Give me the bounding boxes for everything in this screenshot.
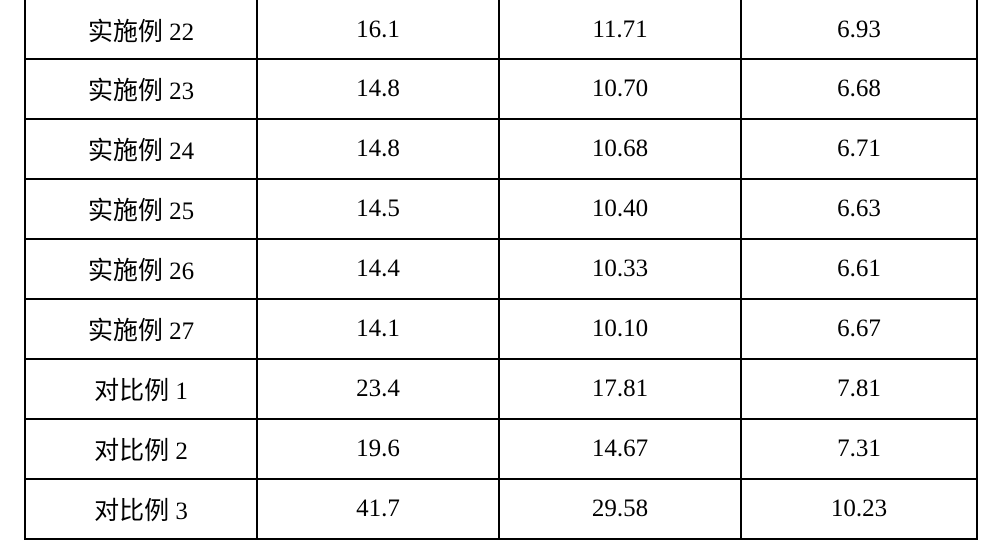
- table-row: 实施例 23 14.8 10.70 6.68: [25, 59, 977, 119]
- cell-val2: 29.58: [499, 479, 741, 539]
- cell-val1: 14.1: [257, 299, 499, 359]
- cell-val2: 10.68: [499, 119, 741, 179]
- cell-label: 实施例 25: [25, 179, 257, 239]
- table-row: 对比例 2 19.6 14.67 7.31: [25, 419, 977, 479]
- cell-val2: 17.81: [499, 359, 741, 419]
- cell-val3: 6.63: [741, 179, 977, 239]
- table-row: 实施例 27 14.1 10.10 6.67: [25, 299, 977, 359]
- cell-label: 实施例 27: [25, 299, 257, 359]
- table-row: 实施例 22 16.1 11.71 6.93: [25, 1, 977, 59]
- cell-val1: 14.4: [257, 239, 499, 299]
- cell-val2: 10.33: [499, 239, 741, 299]
- cell-val2: 11.71: [499, 1, 741, 59]
- cell-val3: 6.61: [741, 239, 977, 299]
- cell-val3: 6.68: [741, 59, 977, 119]
- table-row: 对比例 1 23.4 17.81 7.81: [25, 359, 977, 419]
- table-row: 对比例 3 41.7 29.58 10.23: [25, 479, 977, 539]
- cell-val1: 23.4: [257, 359, 499, 419]
- table-row: 实施例 25 14.5 10.40 6.63: [25, 179, 977, 239]
- cell-val1: 16.1: [257, 1, 499, 59]
- cell-val1: 14.8: [257, 59, 499, 119]
- cell-val3: 10.23: [741, 479, 977, 539]
- data-table: 实施例 22 16.1 11.71 6.93 实施例 23 14.8 10.70…: [24, 0, 978, 540]
- cell-label: 实施例 26: [25, 239, 257, 299]
- cell-label: 对比例 2: [25, 419, 257, 479]
- cell-val2: 10.10: [499, 299, 741, 359]
- cell-val3: 6.71: [741, 119, 977, 179]
- cell-val1: 14.5: [257, 179, 499, 239]
- table-row: 实施例 26 14.4 10.33 6.61: [25, 239, 977, 299]
- page: 实施例 22 16.1 11.71 6.93 实施例 23 14.8 10.70…: [0, 0, 1000, 542]
- cell-val2: 10.40: [499, 179, 741, 239]
- cell-val3: 6.67: [741, 299, 977, 359]
- cell-val2: 14.67: [499, 419, 741, 479]
- cell-val3: 6.93: [741, 1, 977, 59]
- table-row: 实施例 24 14.8 10.68 6.71: [25, 119, 977, 179]
- cell-label: 对比例 1: [25, 359, 257, 419]
- cell-val3: 7.31: [741, 419, 977, 479]
- cell-val1: 41.7: [257, 479, 499, 539]
- cell-label: 对比例 3: [25, 479, 257, 539]
- cell-label: 实施例 23: [25, 59, 257, 119]
- cell-val2: 10.70: [499, 59, 741, 119]
- cell-val3: 7.81: [741, 359, 977, 419]
- cell-val1: 14.8: [257, 119, 499, 179]
- cell-label: 实施例 24: [25, 119, 257, 179]
- cell-label: 实施例 22: [25, 1, 257, 59]
- cell-val1: 19.6: [257, 419, 499, 479]
